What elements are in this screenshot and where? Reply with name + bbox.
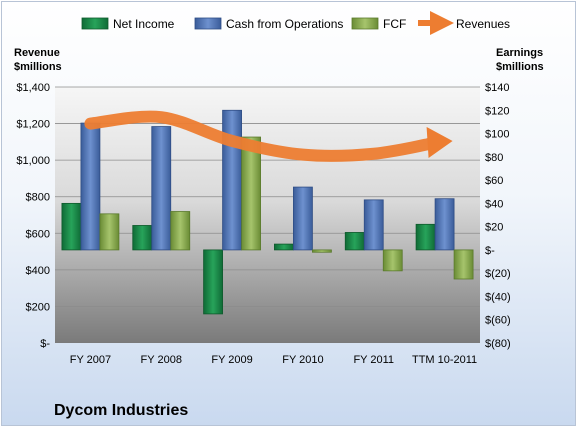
- left-tick-label-7: $1,400: [16, 82, 50, 94]
- left-axis-title-line1: Revenue: [14, 47, 60, 59]
- bar-fcf-3: [312, 249, 332, 253]
- right-tick-label-4: $-: [485, 245, 495, 257]
- right-tick-label-3: $(20): [485, 268, 511, 280]
- category-label-5: TTM 10-2011: [412, 354, 477, 366]
- right-axis-title-line1: Earnings: [496, 47, 543, 59]
- left-tick-label-2: $400: [26, 265, 50, 277]
- bar-cash-from-operations-0: [80, 122, 101, 251]
- right-tick-label-0: $(80): [485, 338, 511, 350]
- legend-swatch-cash-from-operations: [194, 17, 222, 30]
- right-tick-label-11: $140: [485, 82, 509, 94]
- plot-area: [55, 87, 480, 343]
- right-tick-label-9: $100: [485, 129, 509, 141]
- gridlines: [55, 86, 480, 307]
- bar-net-income-4: [344, 232, 365, 251]
- left-tick-label-6: $1,200: [16, 119, 50, 131]
- legend-label-revenues: Revenues: [456, 17, 510, 31]
- category-label-2: FY 2009: [211, 354, 252, 366]
- category-label-1: FY 2008: [141, 354, 182, 366]
- bar-net-income-5: [415, 223, 436, 251]
- bar-fcf-5: [453, 249, 474, 280]
- bar-cash-from-operations-5: [434, 198, 455, 251]
- bar-cash-from-operations-4: [363, 199, 384, 251]
- right-axis-ticks: $(80) $(60) $(40) $(20) $- $20 $40 $60 $80 $100 $1…: [485, 82, 511, 350]
- right-tick-label-8: $80: [485, 152, 503, 164]
- left-tick-label-5: $1,000: [16, 155, 50, 167]
- left-tick-label-0: $-: [40, 338, 50, 350]
- bar-net-income-3: [274, 243, 294, 251]
- right-tick-label-2: $(40): [485, 291, 511, 303]
- bar-net-income-2: [203, 249, 223, 315]
- bar-net-income-1: [132, 225, 153, 251]
- left-tick-label-3: $600: [26, 228, 50, 240]
- category-label-0: FY 2007: [70, 354, 111, 366]
- left-axis-ticks: $- $200 $400 $600 $800 $1,000 $1,200 $1,400: [16, 82, 50, 350]
- left-tick-label-4: $800: [26, 192, 50, 204]
- legend: Net Income Cash from Operations FCF Reve…: [81, 11, 510, 35]
- category-labels: FY 2007 FY 2008 FY 2009 FY 2010 FY 2011 TTM 1…: [70, 354, 477, 366]
- legend-swatch-fcf: [351, 17, 379, 30]
- right-tick-label-6: $40: [485, 198, 503, 210]
- left-tick-label-1: $200: [26, 301, 50, 313]
- right-tick-label-7: $60: [485, 175, 503, 187]
- revenues-line: [84, 110, 435, 162]
- category-label-3: FY 2010: [282, 354, 323, 366]
- bar-cash-from-operations-1: [151, 126, 172, 251]
- legend-label-cash-from-operations: Cash from Operations: [226, 17, 343, 31]
- legend-swatch-net-income: [81, 17, 109, 30]
- category-label-4: FY 2011: [353, 354, 394, 366]
- legend-label-net-income: Net Income: [113, 17, 175, 31]
- right-tick-label-10: $120: [485, 105, 509, 117]
- company-title: Dycom Industries: [54, 402, 188, 419]
- bar-fcf-0: [99, 213, 120, 251]
- bar-fcf-2: [241, 136, 261, 251]
- bar-net-income-0: [61, 202, 82, 251]
- bar-fcf-1: [170, 211, 191, 251]
- left-axis-title-line2: $millions: [14, 61, 62, 73]
- right-tick-label-1: $(60): [485, 315, 511, 327]
- right-axis-title-line2: $millions: [496, 61, 544, 73]
- legend-label-fcf: FCF: [383, 17, 406, 31]
- revenues-arrowhead: [426, 126, 453, 158]
- bar-cash-from-operations-2: [222, 109, 242, 251]
- bars: [61, 109, 474, 315]
- bar-cash-from-operations-3: [293, 186, 313, 251]
- right-tick-label-5: $20: [485, 222, 503, 234]
- bar-fcf-4: [382, 249, 403, 272]
